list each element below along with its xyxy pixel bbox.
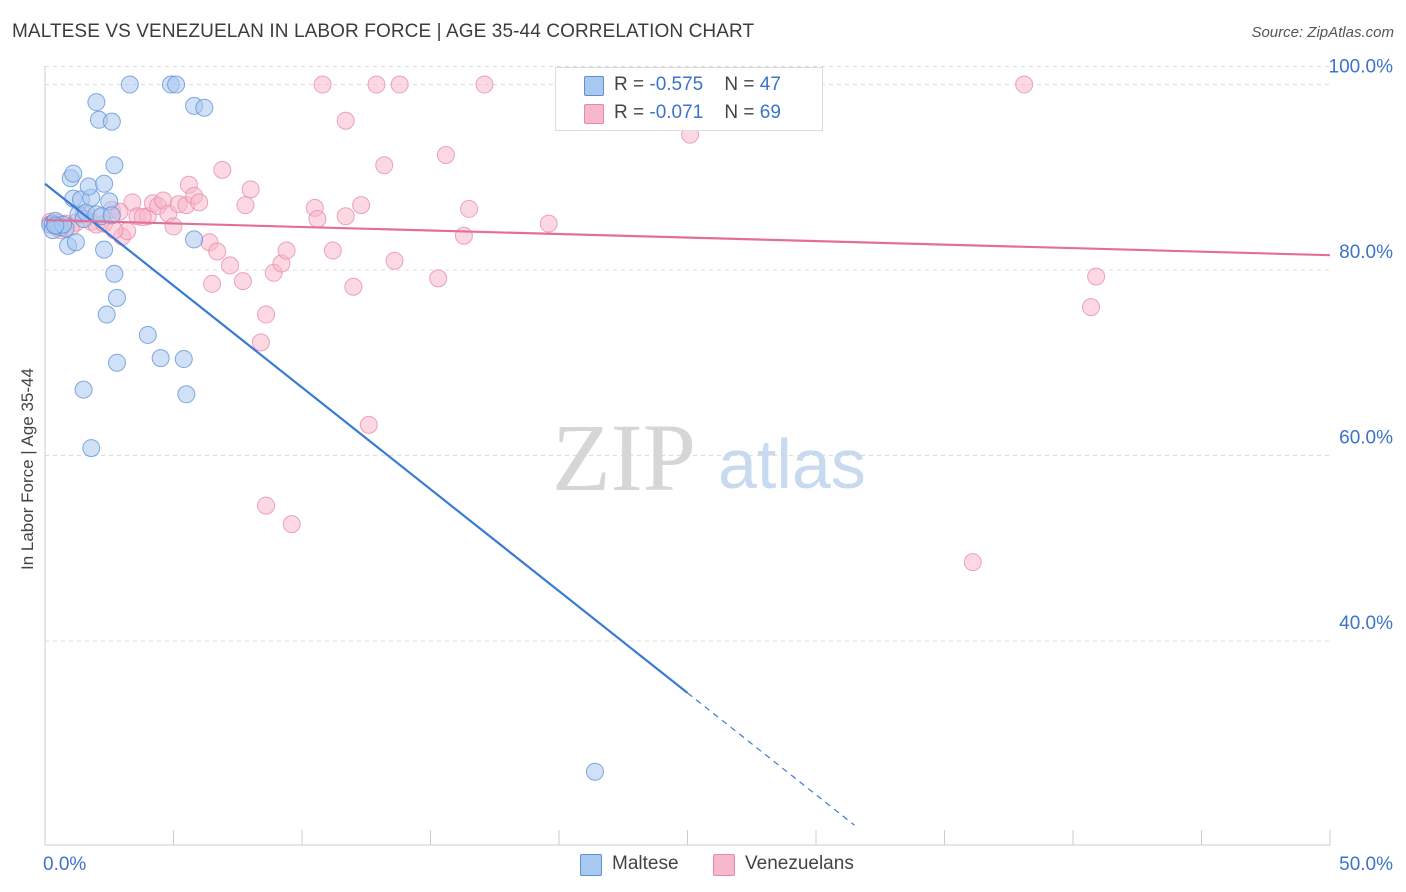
legend-r-label: R = bbox=[614, 102, 650, 123]
venezuelan-point bbox=[308, 210, 327, 229]
venezuelan-point bbox=[359, 415, 378, 434]
watermark-atlas: atlas bbox=[718, 425, 866, 503]
venezuelan-point bbox=[282, 515, 301, 534]
maltese-point bbox=[107, 353, 126, 372]
tick-labels: 40.0% 60.0% 80.0% 100.0% 0.0% 50.0% bbox=[43, 57, 1393, 875]
maltese-point bbox=[95, 174, 114, 193]
maltese-point bbox=[102, 112, 121, 131]
maltese-points bbox=[41, 75, 604, 781]
maltese-point bbox=[585, 762, 604, 781]
venezuelan-point bbox=[539, 214, 558, 233]
y-axis-label: In Labor Force | Age 35-44 bbox=[18, 368, 37, 570]
venezuelan-point bbox=[257, 305, 276, 324]
bottom-legend-swatch-venezuelans bbox=[713, 854, 735, 876]
venezuelan-point bbox=[277, 241, 296, 260]
watermark: ZIP atlas bbox=[552, 404, 866, 511]
venezuelan-point bbox=[1015, 75, 1034, 94]
legend-n-value: 69 bbox=[759, 102, 781, 123]
venezuelan-point bbox=[375, 156, 394, 175]
venezuelan-point bbox=[221, 256, 240, 275]
chart-title: MALTESE VS VENEZUELAN IN LABOR FORCE | A… bbox=[12, 21, 755, 42]
legend-swatch-maltese bbox=[584, 76, 604, 96]
x-tick-label-max: 50.0% bbox=[1339, 854, 1393, 875]
y-tick-label: 100.0% bbox=[1329, 57, 1394, 78]
venezuelan-point bbox=[203, 274, 222, 293]
axes bbox=[44, 66, 1331, 846]
venezuelan-point bbox=[336, 111, 355, 130]
maltese-point bbox=[151, 349, 170, 368]
maltese-point bbox=[102, 206, 121, 225]
maltese-point bbox=[82, 439, 101, 458]
venezuelan-point bbox=[1087, 267, 1106, 286]
y-tick-label: 60.0% bbox=[1339, 428, 1393, 449]
bottom-legend-label-maltese: Maltese bbox=[612, 853, 679, 874]
legend-n-label: N = bbox=[724, 102, 760, 123]
venezuelan-point bbox=[241, 180, 260, 199]
legend-swatch-venezuelans bbox=[584, 104, 604, 124]
venezuelan-point bbox=[1081, 298, 1100, 317]
venezuelan-point bbox=[257, 496, 276, 515]
maltese-point bbox=[177, 385, 196, 404]
grid-lines bbox=[45, 66, 1330, 642]
legend-r-value: -0.575 bbox=[649, 74, 704, 95]
maltese-point bbox=[87, 93, 106, 112]
source-label: Source: ZipAtlas.com bbox=[1251, 24, 1394, 41]
maltese-point bbox=[97, 305, 116, 324]
venezuelan-point bbox=[323, 241, 342, 260]
maltese-point bbox=[174, 350, 193, 369]
venezuelan-point bbox=[190, 193, 209, 212]
y-tick-label: 80.0% bbox=[1339, 242, 1393, 263]
maltese-point bbox=[66, 233, 85, 252]
x-tick-label-min: 0.0% bbox=[43, 854, 86, 875]
maltese-point bbox=[95, 240, 114, 259]
venezuelan-point bbox=[963, 553, 982, 572]
watermark-zip: ZIP bbox=[552, 404, 696, 511]
venezuelan-point bbox=[213, 160, 232, 179]
venezuelan-point bbox=[367, 75, 386, 94]
venezuelan-point bbox=[344, 277, 363, 296]
venezuelan-point bbox=[454, 226, 473, 245]
maltese-point bbox=[107, 288, 126, 307]
maltese-point bbox=[105, 264, 124, 283]
venezuelan-point bbox=[236, 196, 255, 215]
trend-lines bbox=[44, 182, 1331, 826]
maltese-point bbox=[185, 230, 204, 249]
venezuelan-point bbox=[164, 217, 183, 236]
venezuelan-trend-line bbox=[44, 218, 1331, 257]
legend: R = -0.575 N = 47 R = -0.071 N = 69 bbox=[555, 67, 823, 131]
venezuelan-point bbox=[251, 333, 270, 352]
bottom-legend-swatch-maltese bbox=[580, 854, 602, 876]
venezuelan-point bbox=[460, 199, 479, 218]
bottom-legend-label-venezuelans: Venezuelans bbox=[745, 853, 854, 874]
venezuelan-point bbox=[385, 251, 404, 270]
maltese-point bbox=[138, 325, 157, 344]
venezuelan-point bbox=[429, 269, 448, 288]
maltese-point bbox=[105, 156, 124, 175]
maltese-point bbox=[195, 98, 214, 117]
venezuelan-point bbox=[336, 207, 355, 226]
maltese-point bbox=[167, 75, 186, 94]
venezuelan-point bbox=[352, 196, 371, 215]
maltese-point bbox=[120, 75, 139, 94]
venezuelans-points bbox=[41, 75, 1106, 572]
y-tick-label: 40.0% bbox=[1339, 613, 1393, 634]
maltese-point bbox=[64, 164, 83, 183]
maltese-point bbox=[79, 177, 98, 196]
venezuelan-point bbox=[436, 146, 455, 165]
venezuelan-point bbox=[233, 272, 252, 291]
legend-r-value: -0.071 bbox=[649, 102, 704, 123]
venezuelan-point bbox=[390, 75, 409, 94]
maltese-trend-extension bbox=[687, 692, 855, 826]
maltese-point bbox=[74, 380, 93, 399]
maltese-trend-line bbox=[44, 182, 689, 694]
legend-r-label: R = bbox=[614, 74, 650, 95]
venezuelan-point bbox=[105, 221, 124, 240]
venezuelan-point bbox=[313, 75, 332, 94]
venezuelan-point bbox=[208, 242, 227, 261]
legend-n-value: 47 bbox=[759, 74, 781, 95]
venezuelan-point bbox=[475, 75, 494, 94]
legend-n-label: N = bbox=[724, 74, 760, 95]
